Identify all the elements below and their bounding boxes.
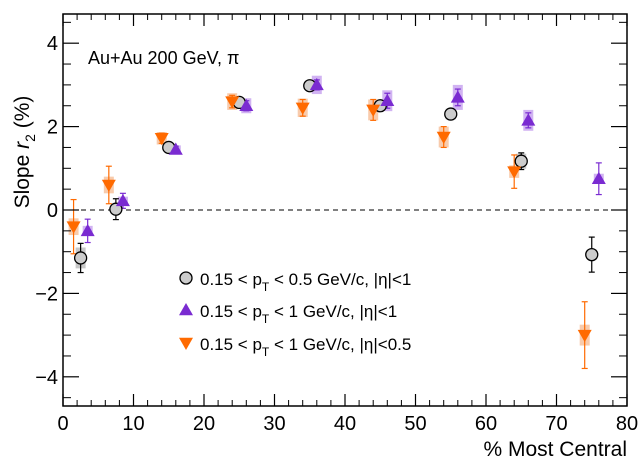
data-point xyxy=(295,102,310,115)
data-point xyxy=(585,247,599,262)
x-tick-label: 70 xyxy=(545,413,567,435)
x-tick-label: 30 xyxy=(263,413,285,435)
data-point xyxy=(444,107,458,121)
y-tick-label: 2 xyxy=(47,117,58,139)
data-point xyxy=(521,113,536,126)
x-tick-label: 40 xyxy=(334,413,356,435)
data-point xyxy=(436,131,451,145)
y-axis-title-main: Slope xyxy=(11,149,34,209)
data-point xyxy=(154,133,169,146)
legend-label-text: < 1 GeV/c, |η|<0.5 xyxy=(269,335,411,354)
y-tick-label: 0 xyxy=(47,200,58,222)
legend-label-text: 0.15 < p xyxy=(200,302,262,321)
axes-layer: 0 10 20 30 40 50 60 70 80 −4 −2 0 2 4 xyxy=(35,13,638,435)
legend-item: 0.15 < pT < 0.5 GeV/c, |η|<1 xyxy=(179,270,411,294)
legend-marker xyxy=(179,303,193,316)
legend-label-text: 0.15 < p xyxy=(200,270,262,289)
data-point xyxy=(80,223,95,237)
x-tick-label: 20 xyxy=(193,413,215,435)
y-axis-title-unit: (%) xyxy=(11,96,34,135)
data-point xyxy=(101,179,116,192)
y-tick-label: 4 xyxy=(47,33,58,55)
legend-label-subscript: T xyxy=(262,280,270,294)
markers-layer xyxy=(66,77,606,343)
legend-label-text: 0.15 < p xyxy=(200,335,262,354)
legend-label: 0.15 < pT < 1 GeV/c, |η|<1 xyxy=(200,302,397,326)
data-point xyxy=(591,171,606,184)
legend-label-text: < 1 GeV/c, |η|<1 xyxy=(269,302,397,321)
data-point xyxy=(309,77,324,91)
data-point xyxy=(239,98,254,111)
legend-item: 0.15 < pT < 1 GeV/c, |η|<0.5 xyxy=(179,335,411,359)
data-point xyxy=(507,166,522,179)
plot-annotation: Au+Au 200 GeV, π xyxy=(88,48,239,68)
data-point xyxy=(514,154,528,168)
y-tick-label: −2 xyxy=(35,283,58,305)
x-axis-title: % Most Central xyxy=(483,438,627,460)
data-point xyxy=(380,93,395,106)
y-axis-title-var: r xyxy=(11,141,34,149)
x-tick-label: 50 xyxy=(404,413,426,435)
x-tick-label: 0 xyxy=(57,413,68,435)
x-tick-label: 10 xyxy=(122,413,144,435)
error-bars-layer xyxy=(70,79,602,370)
data-point xyxy=(66,221,81,234)
data-point xyxy=(450,90,465,103)
legend-label-text: < 0.5 GeV/c, |η|<1 xyxy=(269,270,411,289)
legend-label-subscript: T xyxy=(262,345,270,359)
data-point xyxy=(73,251,88,265)
y-tick-label: −4 xyxy=(35,367,58,389)
y-axis-title-sub: 2 xyxy=(22,134,38,142)
legend-marker xyxy=(179,337,193,350)
x-tick-label: 60 xyxy=(475,413,497,435)
legend-item: 0.15 < pT < 1 GeV/c, |η|<1 xyxy=(179,302,397,326)
x-tick-label: 80 xyxy=(616,413,638,435)
data-point xyxy=(115,193,130,207)
data-point xyxy=(168,142,183,155)
y-axis-title: Slope r2 (%) xyxy=(11,96,38,209)
legend: 0.15 < pT < 0.5 GeV/c, |η|<10.15 < pT < … xyxy=(179,270,411,359)
data-point xyxy=(577,329,592,343)
legend-label: 0.15 < pT < 1 GeV/c, |η|<0.5 xyxy=(200,335,411,359)
data-point xyxy=(366,104,381,117)
legend-label-subscript: T xyxy=(262,312,270,326)
data-point xyxy=(109,202,123,216)
legend-marker xyxy=(179,271,193,285)
legend-label: 0.15 < pT < 0.5 GeV/c, |η|<1 xyxy=(200,270,411,294)
data-point xyxy=(225,96,240,109)
